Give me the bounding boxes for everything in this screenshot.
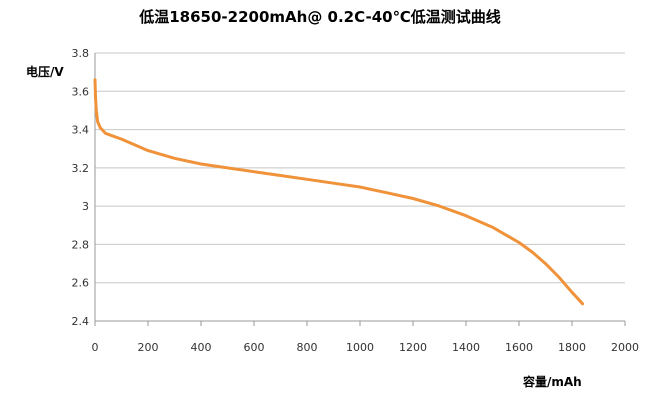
x-tick-label: 800 <box>297 341 318 354</box>
y-tick-label: 2.8 <box>72 238 90 251</box>
y-tick-label: 3.6 <box>72 85 90 98</box>
series-line <box>93 78 585 306</box>
series-layer <box>93 78 585 306</box>
y-tick-label: 2.4 <box>72 315 90 328</box>
y-tick-label: 3 <box>82 200 89 213</box>
x-tick-label: 1200 <box>399 341 427 354</box>
x-tick-label: 1600 <box>505 341 533 354</box>
y-tick-label: 3.8 <box>72 47 90 60</box>
x-tick-label: 200 <box>138 341 159 354</box>
y-axis-label: 电压/V <box>26 64 64 79</box>
x-tick-labels: 0 200 400 600 800 1000 1200 1400 1600 1800 2000 <box>92 341 640 354</box>
grid <box>94 52 626 326</box>
y-tick-label: 2.6 <box>72 277 90 290</box>
x-tick-label: 0 <box>92 341 99 354</box>
x-tick-label: 600 <box>244 341 265 354</box>
x-tick-label: 400 <box>191 341 212 354</box>
chart-title: 低温18650-2200mAh@ 0.2C-40℃低温测试曲线 <box>138 8 501 26</box>
x-tick-label: 2000 <box>611 341 639 354</box>
y-tick-label: 3.4 <box>72 124 90 137</box>
x-axis-label: 容量/mAh <box>522 374 582 389</box>
y-tick-labels: 2.4 2.6 2.8 3 3.2 3.4 3.6 3.8 <box>72 47 90 328</box>
y-tick-label: 3.2 <box>72 162 90 175</box>
x-tick-label: 1800 <box>558 341 586 354</box>
x-tick-label: 1400 <box>452 341 480 354</box>
x-tick-label: 1000 <box>346 341 374 354</box>
